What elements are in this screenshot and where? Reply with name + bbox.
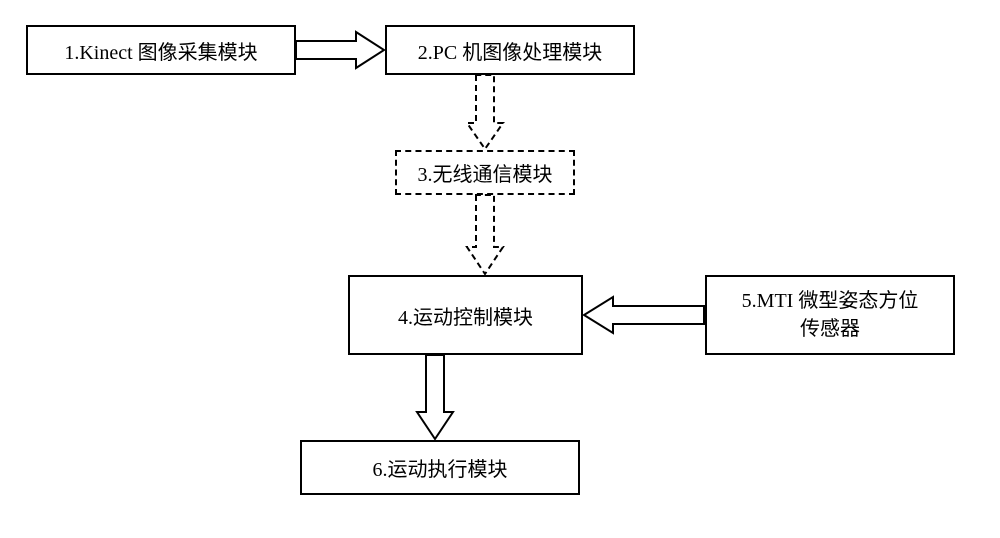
node-pc: 2.PC 机图像处理模块	[385, 25, 635, 75]
node-motion-exec: 6.运动执行模块	[300, 440, 580, 495]
node-wireless: 3.无线通信模块	[395, 150, 575, 195]
arrow-3-to-4	[465, 195, 505, 275]
arrow-1-to-2	[296, 30, 385, 70]
node-pc-label: 2.PC 机图像处理模块	[418, 36, 602, 65]
node-motion-exec-label: 6.运动执行模块	[373, 453, 508, 482]
node-kinect: 1.Kinect 图像采集模块	[26, 25, 296, 75]
node-wireless-label: 3.无线通信模块	[418, 158, 553, 187]
node-mti-sensor-label-1: 5.MTI 微型姿态方位	[742, 287, 919, 315]
arrow-4-to-6	[415, 355, 455, 440]
arrow-5-to-4	[583, 295, 705, 335]
node-motion-control-label: 4.运动控制模块	[398, 301, 533, 330]
node-mti-sensor: 5.MTI 微型姿态方位 传感器	[705, 275, 955, 355]
node-kinect-label: 1.Kinect 图像采集模块	[64, 36, 257, 65]
node-motion-control: 4.运动控制模块	[348, 275, 583, 355]
arrow-2-to-3	[465, 75, 505, 150]
node-mti-sensor-label-2: 传感器	[800, 315, 860, 343]
